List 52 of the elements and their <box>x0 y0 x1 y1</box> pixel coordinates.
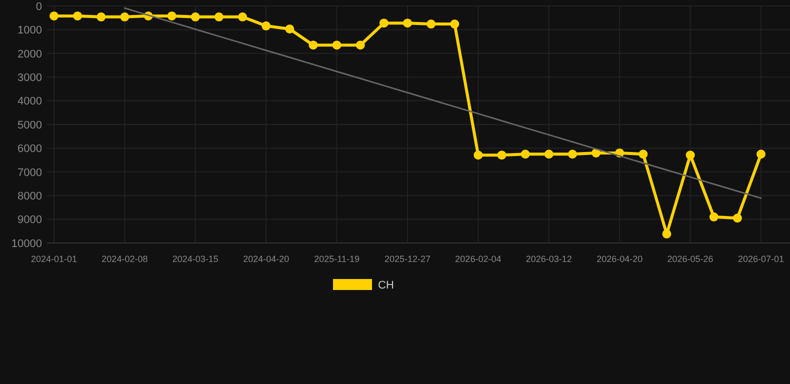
point <box>167 11 176 20</box>
line-series <box>124 7 762 199</box>
point <box>450 20 460 29</box>
point <box>474 150 483 160</box>
y-tick-label: 1000 <box>18 24 42 37</box>
point <box>96 12 106 22</box>
point <box>73 11 82 20</box>
point <box>638 150 648 159</box>
point <box>520 150 530 159</box>
point <box>544 150 554 159</box>
y-tick-label: 9000 <box>18 214 42 226</box>
point <box>356 40 365 50</box>
point <box>686 150 695 160</box>
x-tick-label: 2026-07-01 <box>738 254 784 264</box>
x-tick-label: 2024-04-20 <box>243 254 290 264</box>
x-tick-label: 2024-02-08 <box>102 254 148 264</box>
y-tick-label: 4000 <box>18 96 42 108</box>
point <box>214 12 224 22</box>
x-tick-label: 2026-05-26 <box>667 254 714 264</box>
point <box>426 20 436 29</box>
point <box>403 18 412 28</box>
point <box>709 212 718 222</box>
y-tick-label: 5000 <box>18 119 42 132</box>
y-tick-label: 2000 <box>18 48 42 60</box>
point <box>568 150 577 159</box>
point <box>497 150 506 160</box>
point <box>756 150 766 159</box>
x-tick-label: 2024-03-15 <box>172 254 218 264</box>
point <box>120 12 130 22</box>
point <box>262 21 271 30</box>
x-tick-label: 2025-11-19 <box>314 254 360 264</box>
x-tick-label: 2024-01-01 <box>30 254 78 264</box>
point <box>285 24 294 34</box>
point <box>662 229 672 238</box>
point <box>308 40 318 50</box>
point <box>190 12 200 22</box>
x-tick-label: 2026-04-20 <box>596 254 643 264</box>
y-tick-label: 0 <box>36 0 42 13</box>
y-tick-label: 8000 <box>18 190 42 202</box>
point <box>379 18 388 28</box>
y-tick-label: 7000 <box>18 166 42 179</box>
point <box>732 214 742 223</box>
y-tick-label: 10000 <box>11 238 42 250</box>
point <box>332 40 342 50</box>
point <box>50 11 58 20</box>
x-tick-label: 2026-02-04 <box>455 254 502 264</box>
y-tick-label: 6000 <box>18 143 42 156</box>
x-tick-label: 2025-12-27 <box>384 254 431 264</box>
x-tick-label: 2026-03-12 <box>526 254 572 264</box>
y-tick-label: 3000 <box>18 72 42 84</box>
point <box>238 12 248 22</box>
legend-label: CH <box>378 279 394 292</box>
